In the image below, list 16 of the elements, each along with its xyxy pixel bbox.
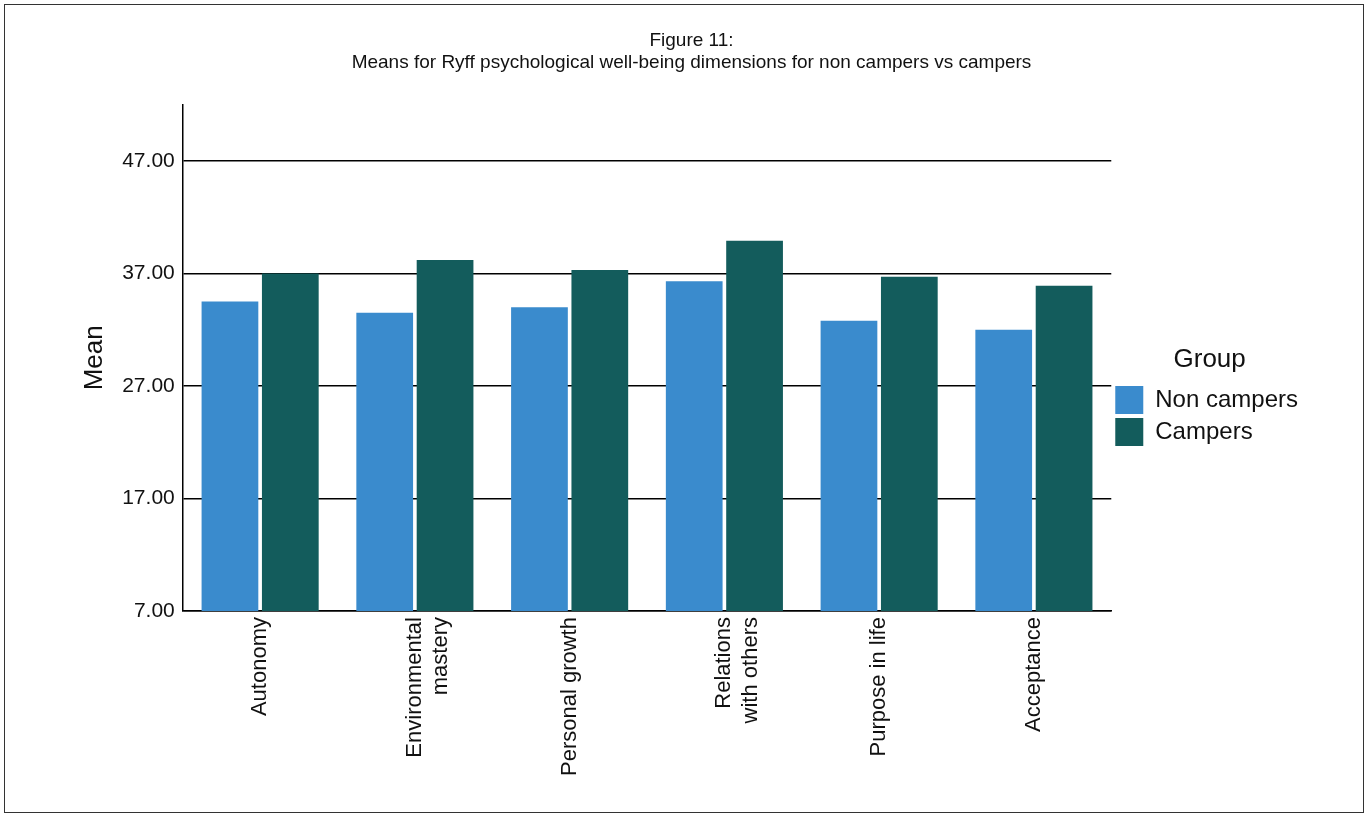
x-tick-label: Autonomy [246, 617, 272, 717]
y-tick-label: 47.00 [122, 147, 175, 171]
y-axis-title: Mean [77, 325, 108, 391]
chart-title: Figure 11: Means for Ryff psychological well-being dimensions for non campers vs campers [351, 28, 1032, 73]
x-tick-label: Environmental mastery [400, 617, 453, 758]
x-tick-label: Relations with others [710, 617, 762, 725]
x-tick-label: Acceptance [1019, 617, 1045, 732]
x-tick-label: Purpose in life [865, 617, 891, 757]
y-tick-label: 17.00 [122, 485, 175, 509]
y-tick-label: 37.00 [122, 260, 175, 284]
legend-label: Campers [1155, 416, 1253, 444]
x-tick-label: Personal growth [555, 617, 581, 777]
y-tick-label: 27.00 [122, 372, 175, 396]
legend-title: Group [1173, 343, 1246, 374]
y-tick-label: 7.00 [133, 597, 175, 621]
legend-label: Non campers [1155, 384, 1299, 412]
